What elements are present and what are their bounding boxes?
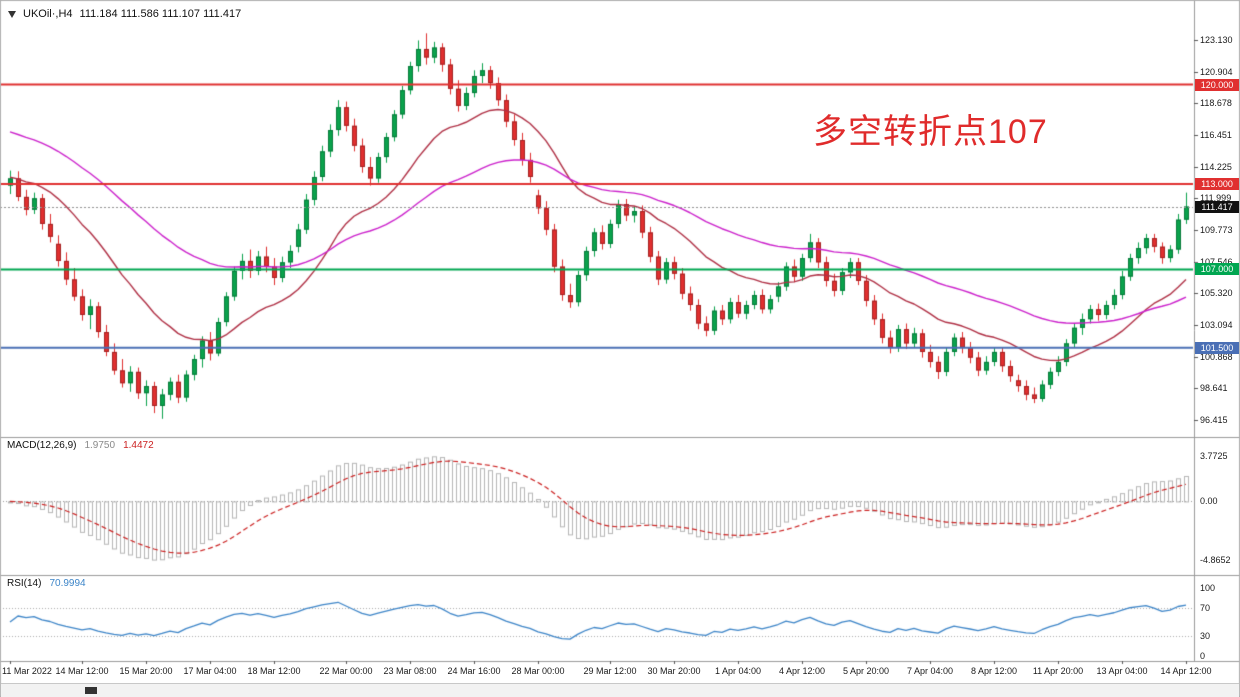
rsi-name: RSI(14) [7,578,42,589]
one-click-trading-icon[interactable] [8,10,16,18]
time-axis-label: 28 Mar 00:00 [511,666,565,676]
price-axis-tick: 118.678 [1200,98,1232,109]
price-axis-tick: 107.546 [1200,256,1233,267]
time-axis-label: 23 Mar 08:00 [383,666,437,676]
price-axis-tick: 123.130 [1200,35,1233,45]
time-axis-label: 18 Mar 12:00 [247,666,301,676]
time-axis-label: 24 Mar 16:00 [447,666,501,676]
scrollbar-thumb[interactable] [85,687,97,694]
time-axis-label: 1 Apr 04:00 [714,666,762,676]
time-axis-label: 29 Mar 12:00 [583,666,637,676]
symbol-timeframe: UKOil·,H4 [23,8,73,20]
time-axis-label: 14 Apr 12:00 [1160,666,1212,676]
time-axis-label: 8 Apr 12:00 [970,666,1018,676]
time-axis-label: 13 Apr 04:00 [1096,666,1148,676]
price-axis-tick: 111.999 [1200,193,1232,204]
price-axis-tick: 109.773 [1200,224,1233,235]
rsi-axis-tick: 100 [1200,583,1216,593]
price-axis-tick: 105.320 [1200,288,1233,299]
rsi-axis-tick: 70 [1200,603,1211,614]
price-level-tag: 120.000 [1195,78,1239,91]
time-axis-label: 7 Apr 04:00 [906,666,954,676]
price-axis-tick: 103.094 [1200,319,1233,330]
macd-axis-tick: 0.00 [1200,496,1218,507]
time-axis-label: 5 Apr 20:00 [842,666,890,676]
price-level-tag: 111.417 [1195,200,1239,213]
symbol-label: UKOil·,H4 111.184 111.586 111.107 111.41… [8,8,241,20]
time-axis-label: 22 Mar 00:00 [319,666,373,676]
price-level-tag: 101.500 [1195,341,1239,354]
macd-axis-tick: -4.8652 [1200,554,1231,565]
time-axis-label: 4 Apr 12:00 [778,666,826,676]
macd-axis-tick: 3.7725 [1200,451,1228,462]
price-axis-tick: 98.641 [1200,383,1228,394]
price-level-tag: 107.000 [1195,263,1239,276]
time-axis-label: 17 Mar 04:00 [183,666,237,676]
ohlc-values: 111.184 111.586 111.107 111.417 [79,8,242,20]
price-axis-tick: 116.451 [1200,130,1232,140]
price-axis-tick: 96.415 [1200,415,1228,425]
time-axis-label: 11 Apr 20:00 [1032,666,1084,676]
time-axis-label: 30 Mar 20:00 [647,666,701,676]
rsi-axis-tick: 30 [1200,630,1211,641]
price-level-tag: 113.000 [1195,178,1239,191]
horizontal-scrollbar[interactable] [1,683,1239,697]
time-axis-label: 15 Mar 20:00 [119,666,173,676]
macd-label: MACD(12,26,9) 1.9750 1.4472 [7,440,154,451]
price-axis-tick: 114.225 [1200,161,1232,172]
rsi-label: RSI(14) 70.9994 [7,578,86,589]
price-axis-tick: 120.904 [1200,66,1233,77]
annotation-text: 多空转折点107 [813,113,1048,151]
rsi-value: 70.9994 [49,578,86,589]
rsi-axis-tick: 0 [1200,651,1206,661]
macd-name: MACD(12,26,9) [7,440,77,451]
price-axis-tick: 100.868 [1200,351,1233,362]
time-axis-label: 11 Mar 2022 [2,666,52,676]
macd-signal-value: 1.4472 [123,440,154,451]
macd-value: 1.9750 [84,440,116,451]
time-axis-label: 14 Mar 12:00 [55,666,109,676]
